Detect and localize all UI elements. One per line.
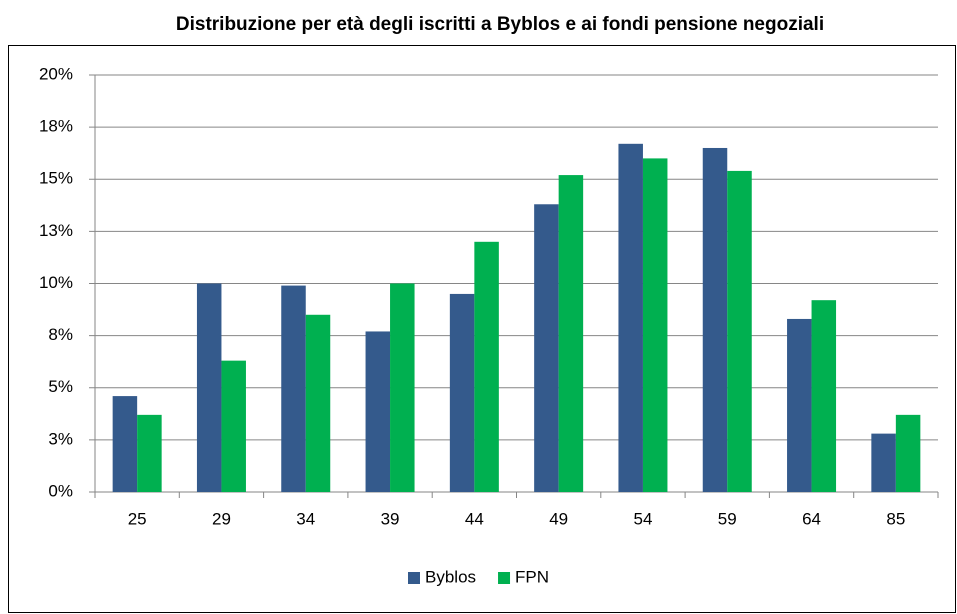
x-tick-label: 54 bbox=[633, 509, 652, 528]
chart-frame bbox=[8, 45, 956, 613]
legend-label: FPN bbox=[515, 567, 549, 586]
bar bbox=[390, 283, 415, 492]
bar bbox=[534, 204, 559, 492]
x-tick-label: 29 bbox=[212, 509, 231, 528]
y-tick-label: 3% bbox=[48, 429, 73, 448]
bar bbox=[137, 414, 162, 492]
bar bbox=[811, 300, 837, 492]
y-tick-label: 0% bbox=[48, 481, 73, 500]
bar bbox=[221, 360, 246, 492]
bar bbox=[112, 396, 138, 492]
x-tick-label: 39 bbox=[381, 509, 400, 528]
bar bbox=[642, 158, 668, 492]
bar bbox=[895, 414, 921, 492]
bar bbox=[558, 175, 584, 492]
x-tick-label: 25 bbox=[128, 509, 147, 528]
legend-label: Byblos bbox=[425, 567, 476, 586]
y-tick-label: 5% bbox=[48, 377, 73, 396]
bar bbox=[871, 433, 896, 492]
bar bbox=[281, 285, 306, 492]
bar bbox=[474, 241, 499, 492]
legend-swatch bbox=[498, 572, 511, 584]
bar bbox=[618, 143, 643, 492]
bar bbox=[727, 170, 752, 492]
legend-swatch bbox=[408, 572, 420, 584]
bar bbox=[702, 147, 728, 492]
bar bbox=[365, 331, 391, 492]
chart-title: Distribuzione per età degli iscritti a B… bbox=[176, 14, 824, 35]
y-tick-label: 13% bbox=[39, 221, 73, 240]
x-tick-label: 49 bbox=[549, 509, 568, 528]
x-tick-label: 85 bbox=[886, 509, 905, 528]
bar bbox=[305, 314, 331, 492]
y-tick-label: 10% bbox=[39, 273, 73, 292]
bar bbox=[787, 318, 812, 492]
y-tick-label: 15% bbox=[39, 169, 73, 188]
x-tick-label: 64 bbox=[802, 509, 821, 528]
x-tick-label: 59 bbox=[718, 509, 737, 528]
bar bbox=[196, 283, 222, 492]
bar bbox=[449, 293, 475, 492]
y-tick-label: 8% bbox=[48, 325, 73, 344]
y-tick-label: 20% bbox=[39, 64, 73, 83]
x-tick-label: 44 bbox=[465, 509, 484, 528]
y-tick-label: 18% bbox=[39, 117, 73, 136]
x-tick-label: 34 bbox=[296, 509, 315, 528]
